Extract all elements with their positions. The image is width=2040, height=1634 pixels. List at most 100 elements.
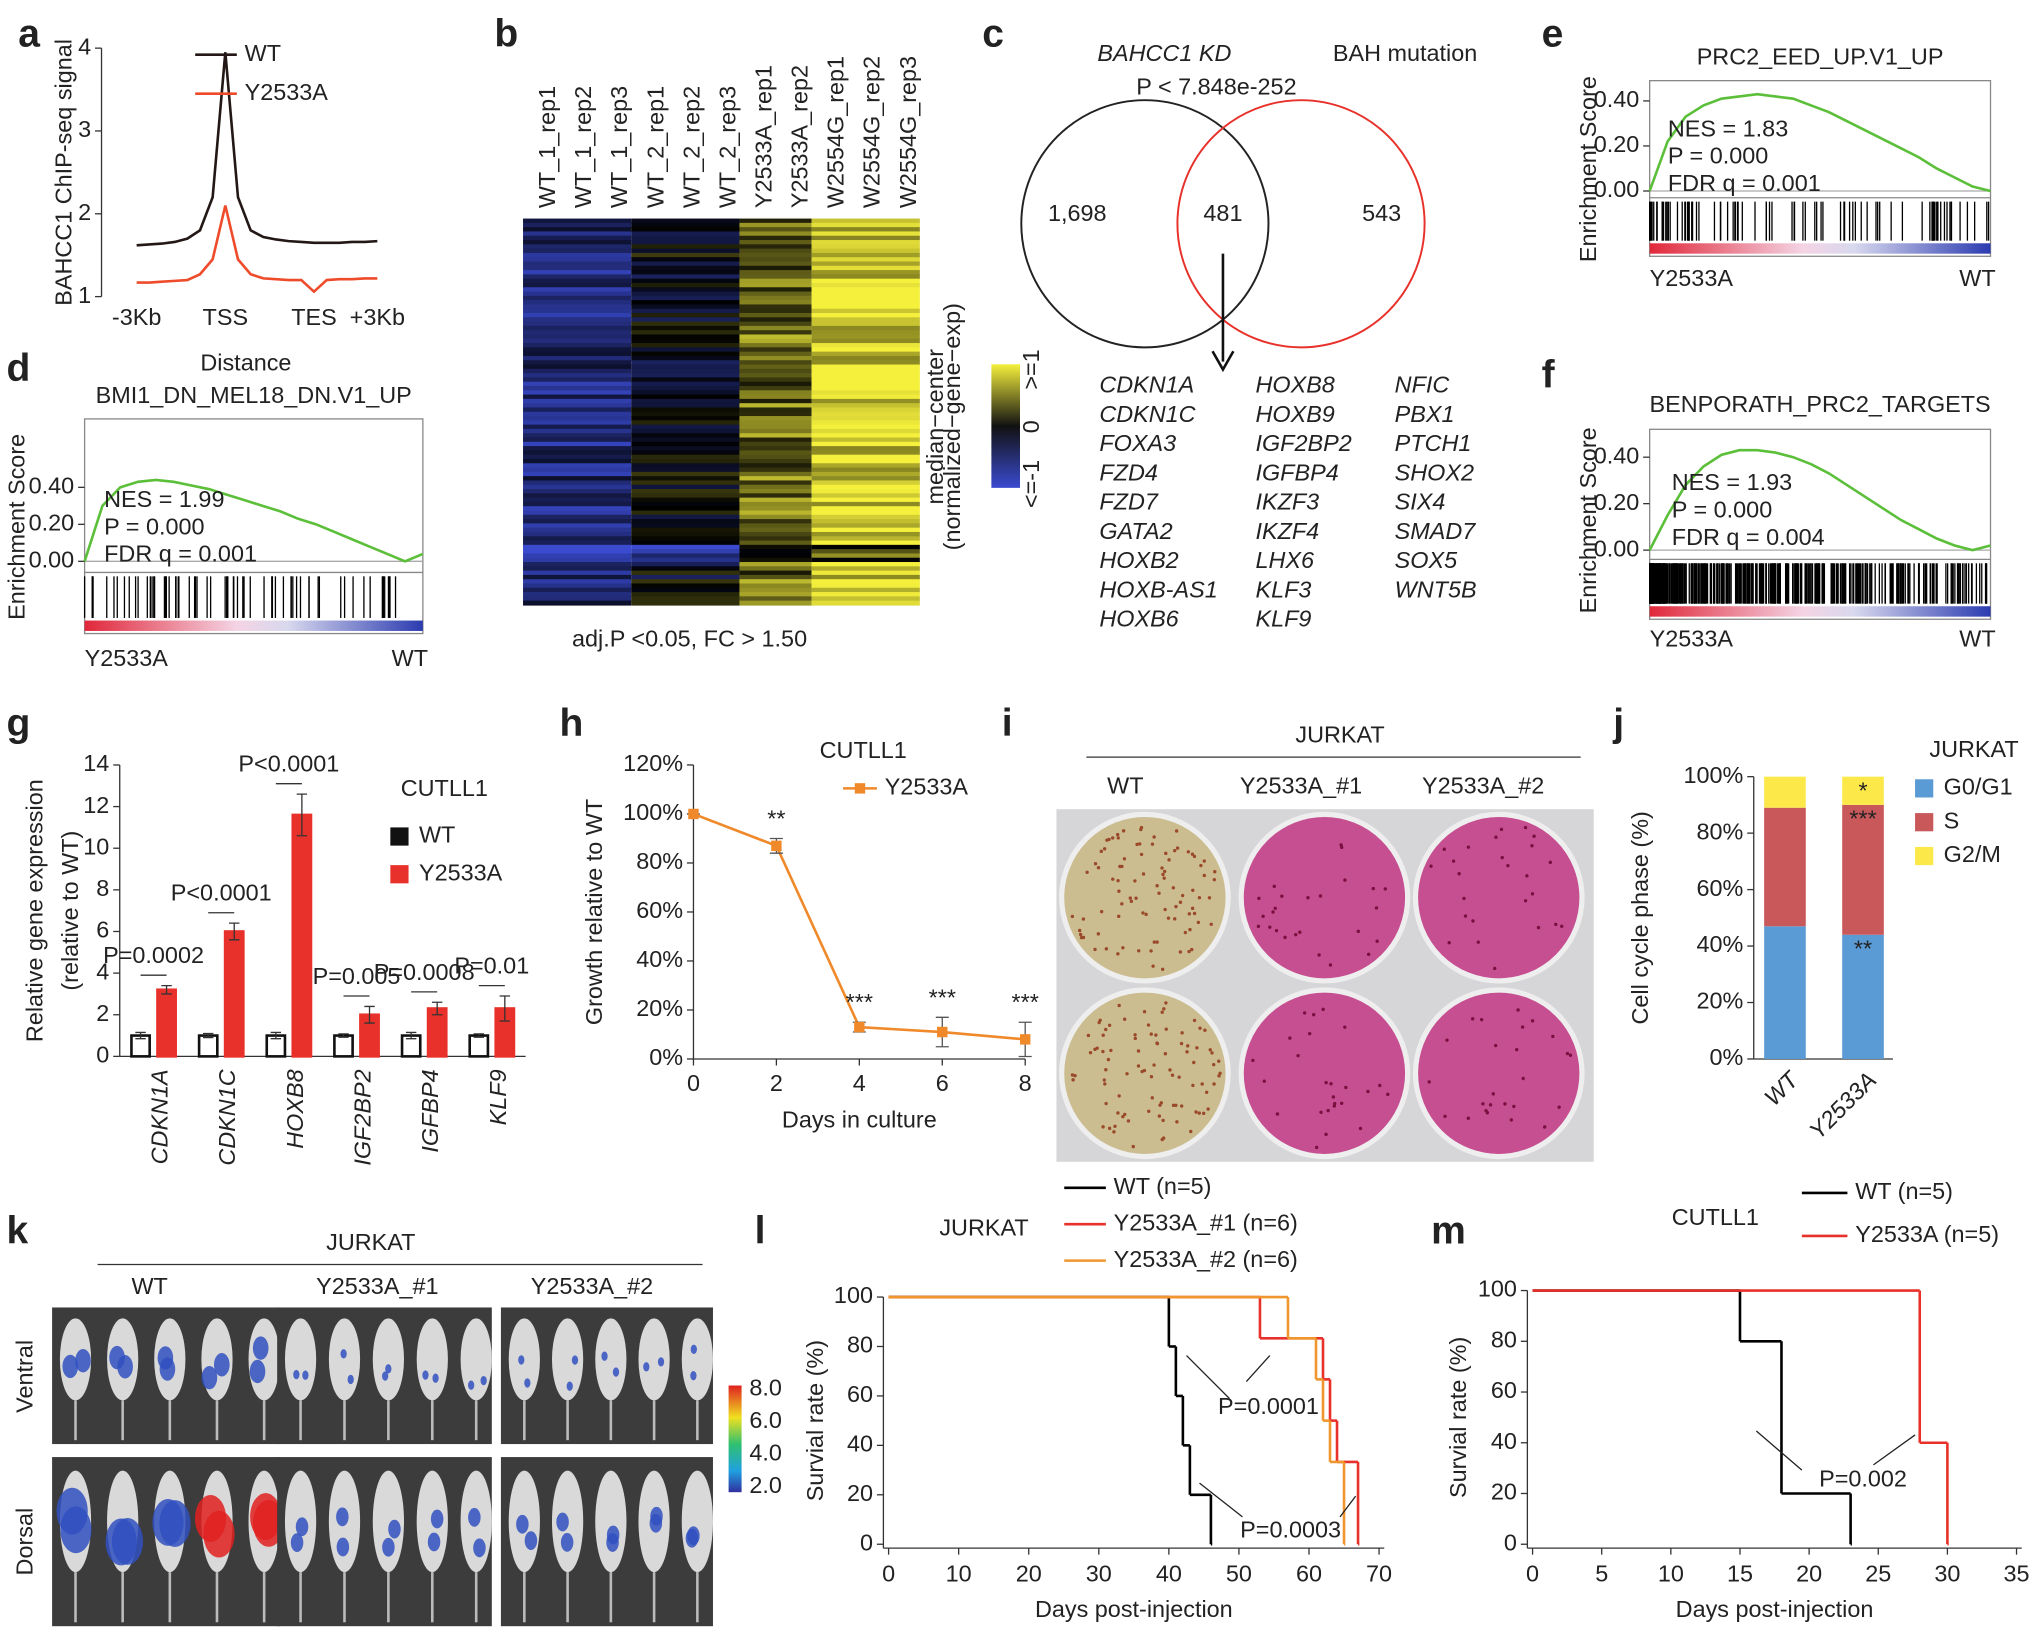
x-tick-label: 0 — [882, 1561, 895, 1587]
y-tick-label: 0.00 — [29, 547, 75, 573]
heatmap-cell — [523, 304, 632, 310]
leader-line — [1245, 1355, 1271, 1383]
rank-end-label: Y2533A — [1650, 625, 1734, 651]
heatmap-cell — [631, 467, 740, 473]
heatmap-cell — [739, 570, 812, 576]
mouse — [284, 1318, 317, 1401]
heatmap-cell — [739, 587, 812, 593]
rank-bar — [1649, 243, 1991, 254]
colony — [1109, 1048, 1113, 1053]
colony — [1135, 842, 1139, 847]
colony — [1523, 899, 1528, 903]
y-tick-label: 40% — [636, 946, 683, 972]
signal — [427, 1532, 441, 1552]
y-axis-label: Enrichment Score — [1575, 427, 1601, 613]
colony — [1196, 920, 1201, 925]
heatmap-cell — [523, 334, 632, 340]
leader-line — [1873, 1434, 1916, 1466]
heatmap-cell — [631, 480, 740, 486]
signal — [382, 1537, 395, 1557]
colony — [1565, 1051, 1570, 1056]
venn-count: 481 — [1203, 200, 1242, 226]
colony — [1298, 930, 1302, 934]
colony — [1177, 1075, 1181, 1079]
colony — [1137, 949, 1141, 953]
leader-line — [1755, 1430, 1803, 1471]
heatmap-cell — [811, 295, 920, 301]
heatmap-cell — [523, 536, 632, 542]
heatmap-cell — [523, 600, 632, 606]
point — [688, 808, 699, 820]
colony — [1217, 1074, 1221, 1078]
heatmap-cell — [811, 583, 920, 589]
panel-label: c — [982, 13, 1004, 56]
y-tick-label: 100% — [623, 799, 683, 825]
signal — [252, 1336, 269, 1360]
heatmap-cell — [739, 574, 812, 580]
heatmap-cell — [811, 368, 920, 374]
heatmap-cell — [811, 313, 920, 318]
x-tick-label: TES — [291, 304, 337, 330]
y-tick-label: 80 — [847, 1332, 873, 1358]
signal — [422, 1370, 429, 1380]
heatmap-cell — [811, 261, 920, 267]
heatmap-cell — [523, 596, 632, 602]
colony — [1190, 906, 1195, 911]
heatmap-cell — [523, 261, 632, 267]
colony — [1164, 851, 1168, 856]
heatmap-cell — [523, 373, 632, 379]
y-axis-label: (relative to WT) — [57, 831, 83, 991]
heatmap-cell — [523, 441, 632, 447]
heatmap-cell — [811, 321, 920, 327]
gene-label: KLF9 — [1255, 606, 1311, 632]
gene-label: KLF3 — [1255, 576, 1311, 602]
heatmap-cell — [811, 351, 920, 357]
heatmap-cell — [631, 295, 740, 301]
colony — [1197, 895, 1202, 900]
gene-label: HOXB2 — [1099, 547, 1178, 573]
heatmap-cell — [739, 424, 812, 430]
heatmap-cell — [631, 261, 740, 267]
colony — [1491, 1092, 1495, 1096]
colony — [1332, 1104, 1337, 1108]
mouse — [595, 1318, 627, 1401]
heatmap-cell — [811, 420, 920, 426]
heatmap-cell — [523, 540, 632, 546]
heatmap-cell — [631, 411, 740, 417]
heatmap-cell — [739, 390, 812, 396]
heatmap-cell — [523, 368, 632, 374]
legend-label: WT (n=5) — [1855, 1178, 1953, 1204]
colony — [1470, 1017, 1475, 1021]
heatmap-cell — [739, 493, 812, 499]
signal — [643, 1362, 650, 1372]
x-tick-label: 10 — [946, 1561, 972, 1587]
heatmap-cell — [739, 553, 812, 559]
heatmap-cell — [811, 540, 920, 546]
heatmap-cell — [739, 510, 812, 516]
scale-label: <=-1 — [1018, 460, 1044, 508]
heatmap-cell — [739, 519, 812, 525]
point — [771, 840, 782, 852]
heatmap-cell — [811, 235, 920, 241]
heatmap-cell — [811, 282, 920, 288]
point — [854, 1021, 865, 1033]
colony — [1073, 1073, 1077, 1078]
signal — [347, 1374, 354, 1385]
gene-label: HOXB8 — [1255, 372, 1334, 398]
heatmap-cell — [523, 360, 632, 366]
heatmap-cell — [523, 313, 632, 318]
colony — [1152, 940, 1156, 944]
x-tick-label: 0 — [687, 1070, 700, 1096]
colony — [1344, 1085, 1348, 1090]
heatmap-cell — [631, 334, 740, 340]
heatmap-cell — [739, 566, 812, 572]
colony — [1103, 1082, 1107, 1086]
y-tick-label: 80% — [1696, 818, 1743, 844]
heatmap-cell — [739, 364, 812, 370]
heatmap-cell — [523, 587, 632, 593]
heatmap-cell — [631, 257, 740, 263]
colony — [1171, 886, 1176, 890]
error-bar — [270, 1031, 282, 1040]
imaging-title: JURKAT — [326, 1229, 415, 1255]
heatmap-cell — [811, 480, 920, 486]
